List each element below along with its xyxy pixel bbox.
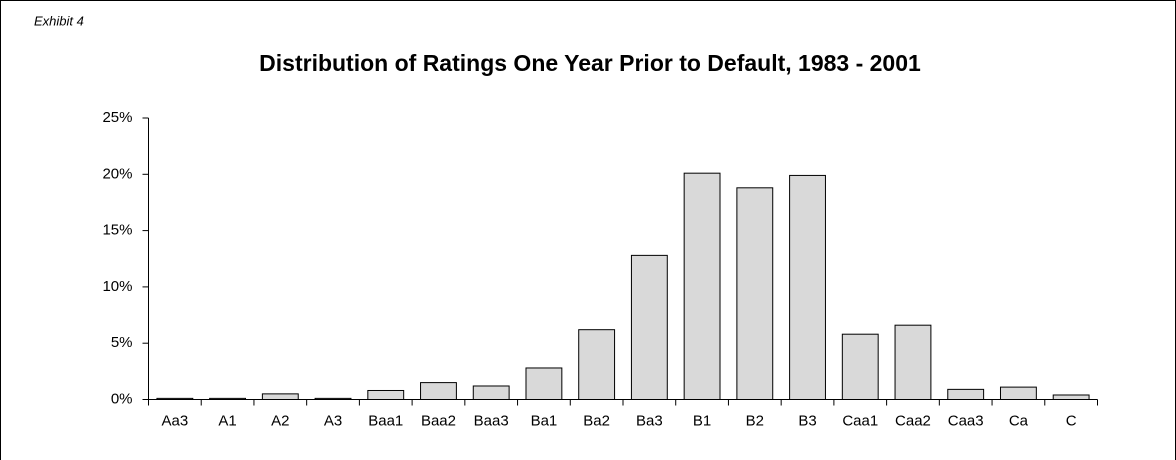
bar: [1052, 394, 1090, 401]
x-tick-label: Baa1: [368, 412, 403, 429]
x-tick-label: Ca: [1009, 412, 1029, 429]
bar: [209, 397, 247, 400]
bar: [683, 172, 721, 400]
x-tick-label: B3: [798, 412, 816, 429]
bar: [420, 382, 457, 400]
y-tick-label: 10%: [102, 278, 132, 295]
bar: [367, 389, 405, 401]
bar: [947, 388, 985, 400]
bar: [894, 324, 932, 400]
x-tick-label: A3: [324, 412, 342, 429]
x-tick-label: Ba1: [531, 412, 558, 429]
x-tick-label: Caa1: [842, 412, 878, 429]
y-tick-label: 15%: [102, 222, 132, 239]
x-tick-label: B1: [693, 412, 711, 429]
bar: [578, 329, 616, 400]
bar: [841, 333, 879, 400]
y-tick-label: 5%: [111, 334, 133, 351]
y-tick-label: 0%: [111, 390, 133, 407]
x-tick-label: Caa3: [948, 412, 984, 429]
bar: [736, 187, 774, 400]
y-tick-label: 20%: [102, 165, 132, 182]
x-tick-label: A2: [271, 412, 289, 429]
bar: [261, 393, 299, 400]
x-tick-label: Baa3: [474, 412, 509, 429]
x-tick-label: C: [1066, 412, 1077, 429]
bar: [472, 385, 510, 401]
x-tick-label: Ba2: [583, 412, 610, 429]
x-tick-label: Caa2: [895, 412, 931, 429]
bar: [156, 397, 194, 400]
x-tick-label: Baa2: [421, 412, 456, 429]
y-tick-label: 25%: [102, 109, 132, 126]
bar: [630, 254, 668, 400]
exhibit-label: Exhibit 4: [34, 13, 84, 28]
bar: [999, 386, 1037, 401]
x-tick-label: B2: [746, 412, 764, 429]
bar: [525, 367, 563, 400]
x-tick-label: A1: [218, 412, 236, 429]
x-tick-label: Ba3: [636, 412, 663, 429]
bar: [314, 397, 352, 400]
x-tick-label: Aa3: [162, 412, 189, 429]
bar: [789, 174, 826, 400]
chart-title: Distribution of Ratings One Year Prior t…: [259, 50, 921, 76]
